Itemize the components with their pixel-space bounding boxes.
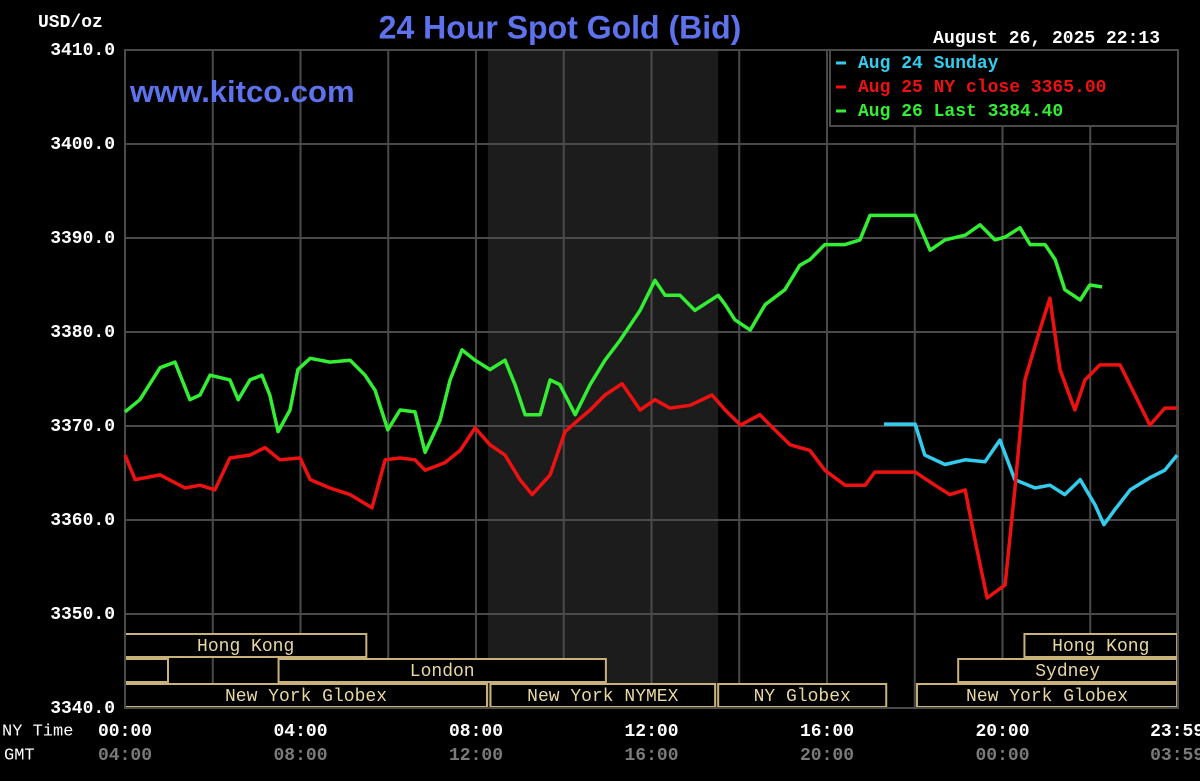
- session-label: London: [410, 662, 475, 682]
- y-tick-label: 3400.0: [50, 135, 115, 155]
- y-tick-label: 3390.0: [50, 229, 115, 249]
- x2-tick-label: 12:00: [449, 746, 503, 766]
- y-tick-label: 3360.0: [50, 511, 115, 531]
- session-label: New York Globex: [225, 687, 387, 707]
- price-line: [123, 296, 1178, 600]
- x-tick-label: 20:00: [975, 722, 1029, 742]
- x2-tick-label: 03:59: [1150, 746, 1200, 766]
- legend-label: Aug 26 Last 3384.40: [858, 102, 1063, 122]
- session-box: [124, 658, 169, 683]
- x-tick-label: 04:00: [273, 722, 327, 742]
- x2-tick-label: 00:00: [975, 746, 1029, 766]
- session-label: Hong Kong: [1052, 637, 1149, 657]
- x-tick-label: 12:00: [624, 722, 678, 742]
- session-box: [277, 658, 607, 683]
- x-tick-label: 23:59: [1150, 722, 1200, 742]
- price-line: [884, 422, 1179, 527]
- watermark: www.kitco.com: [129, 74, 355, 109]
- timestamp: August 26, 2025 22:13: [933, 29, 1160, 49]
- y-axis-label: USD/oz: [38, 13, 103, 33]
- x-axis-label: NY Time: [2, 722, 73, 741]
- chart-title: 24 Hour Spot Gold (Bid): [379, 9, 742, 45]
- x2-tick-label: 04:00: [98, 746, 152, 766]
- y-tick-label: 3350.0: [50, 605, 115, 625]
- x-tick-label: 00:00: [98, 722, 152, 742]
- shaded-region: [487, 50, 719, 708]
- y-tick-label: 3370.0: [50, 417, 115, 437]
- session-label: New York NYMEX: [527, 687, 678, 707]
- y-tick-label: 3410.0: [50, 41, 115, 61]
- x-tick-label: 16:00: [800, 722, 854, 742]
- session-label: NY Globex: [754, 687, 851, 707]
- x-tick-label: 08:00: [449, 722, 503, 742]
- y-tick-label: 3340.0: [50, 699, 115, 719]
- x2-tick-label: 16:00: [624, 746, 678, 766]
- session-label: Hong Kong: [197, 637, 294, 657]
- legend-label: Aug 25 NY close 3365.00: [858, 78, 1106, 98]
- x2-tick-label: 20:00: [800, 746, 854, 766]
- legend-label: Aug 24 Sunday: [858, 54, 999, 74]
- plot-frame: [124, 49, 1179, 709]
- session-label: Sydney: [1035, 662, 1100, 682]
- x2-tick-label: 08:00: [273, 746, 327, 766]
- y-tick-label: 3380.0: [50, 323, 115, 343]
- legend-box: [829, 49, 1179, 127]
- price-line: [123, 213, 1103, 455]
- session-label: New York Globex: [966, 687, 1128, 707]
- x2-axis-label: GMT: [4, 746, 35, 765]
